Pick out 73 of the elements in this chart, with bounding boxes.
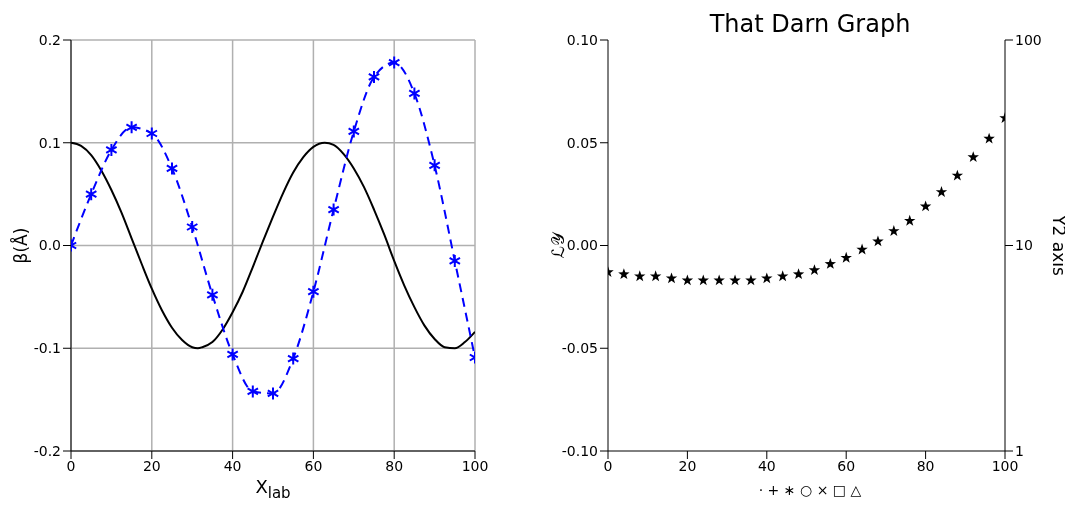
x-tick-label: 20 <box>142 457 161 474</box>
point <box>681 274 694 286</box>
point <box>367 69 381 84</box>
point <box>729 274 741 286</box>
point <box>618 268 630 280</box>
point <box>840 251 852 263</box>
point <box>856 243 868 255</box>
point <box>761 272 773 284</box>
point <box>904 214 916 226</box>
point <box>307 284 320 299</box>
point <box>967 151 979 162</box>
point <box>448 253 461 268</box>
point <box>125 120 138 135</box>
x-tick-label: 100 <box>461 457 489 474</box>
y-tick-label: 0.10 <box>566 31 598 48</box>
x-tick-label: 40 <box>757 457 776 474</box>
point <box>327 202 340 217</box>
point <box>287 351 300 366</box>
point <box>408 86 421 101</box>
point <box>872 235 884 247</box>
point <box>824 257 837 269</box>
point <box>665 272 678 284</box>
x-tick-label: 0 <box>603 457 613 474</box>
point <box>85 187 98 202</box>
point <box>888 225 900 236</box>
y-tick-label: 0.2 <box>38 31 61 48</box>
point <box>266 386 280 401</box>
y-tick-label: 0.1 <box>38 134 61 151</box>
point <box>713 274 725 286</box>
point <box>246 384 259 399</box>
y2-tick-label: 1 <box>1015 442 1024 459</box>
point <box>983 132 995 144</box>
point <box>697 274 709 286</box>
point <box>206 287 219 302</box>
y-tick-label: -0.05 <box>561 340 598 357</box>
y2-axis-title: Y2 axis <box>1048 214 1066 276</box>
x-tick-label: 80 <box>916 457 935 474</box>
point <box>745 274 757 286</box>
point <box>105 142 118 157</box>
x-tick-label: 0 <box>66 457 76 474</box>
point <box>649 270 662 282</box>
y-tick-label: 0.05 <box>566 134 598 151</box>
x-tick-label: 80 <box>385 457 404 474</box>
y-axis-title: β(Å) <box>10 227 32 264</box>
point <box>226 347 239 362</box>
y-tick-label: 0.0 <box>38 237 61 254</box>
y-tick-label: 0.00 <box>566 237 598 254</box>
point <box>347 124 360 139</box>
point <box>145 126 158 141</box>
x-tick-label: 60 <box>837 457 856 474</box>
x-tick-label: 20 <box>678 457 697 474</box>
point <box>935 186 948 197</box>
point <box>186 220 199 235</box>
text: · + ∗ ○ × □ △ <box>757 482 863 498</box>
point <box>428 158 441 173</box>
point <box>951 169 964 181</box>
x-tick-label: 100 <box>991 457 1019 474</box>
y-tick-label: -0.10 <box>561 442 598 459</box>
point <box>388 55 401 70</box>
point <box>634 270 646 282</box>
point <box>919 200 932 212</box>
point <box>792 268 805 280</box>
x-tick-label: 60 <box>304 457 323 474</box>
chart-title: That Darn Graph <box>708 10 912 38</box>
x-axis-title: X$_{lab}$ <box>254 476 292 502</box>
x-tick-label: 40 <box>223 457 242 474</box>
y-tick-label: -0.2 <box>33 442 61 459</box>
y2-tick-label: 10 <box>1015 237 1033 254</box>
point <box>776 270 789 282</box>
point <box>808 264 821 276</box>
y-tick-label: -0.1 <box>33 340 61 357</box>
y2-tick-label: 100 <box>1015 31 1042 48</box>
point <box>165 161 179 176</box>
